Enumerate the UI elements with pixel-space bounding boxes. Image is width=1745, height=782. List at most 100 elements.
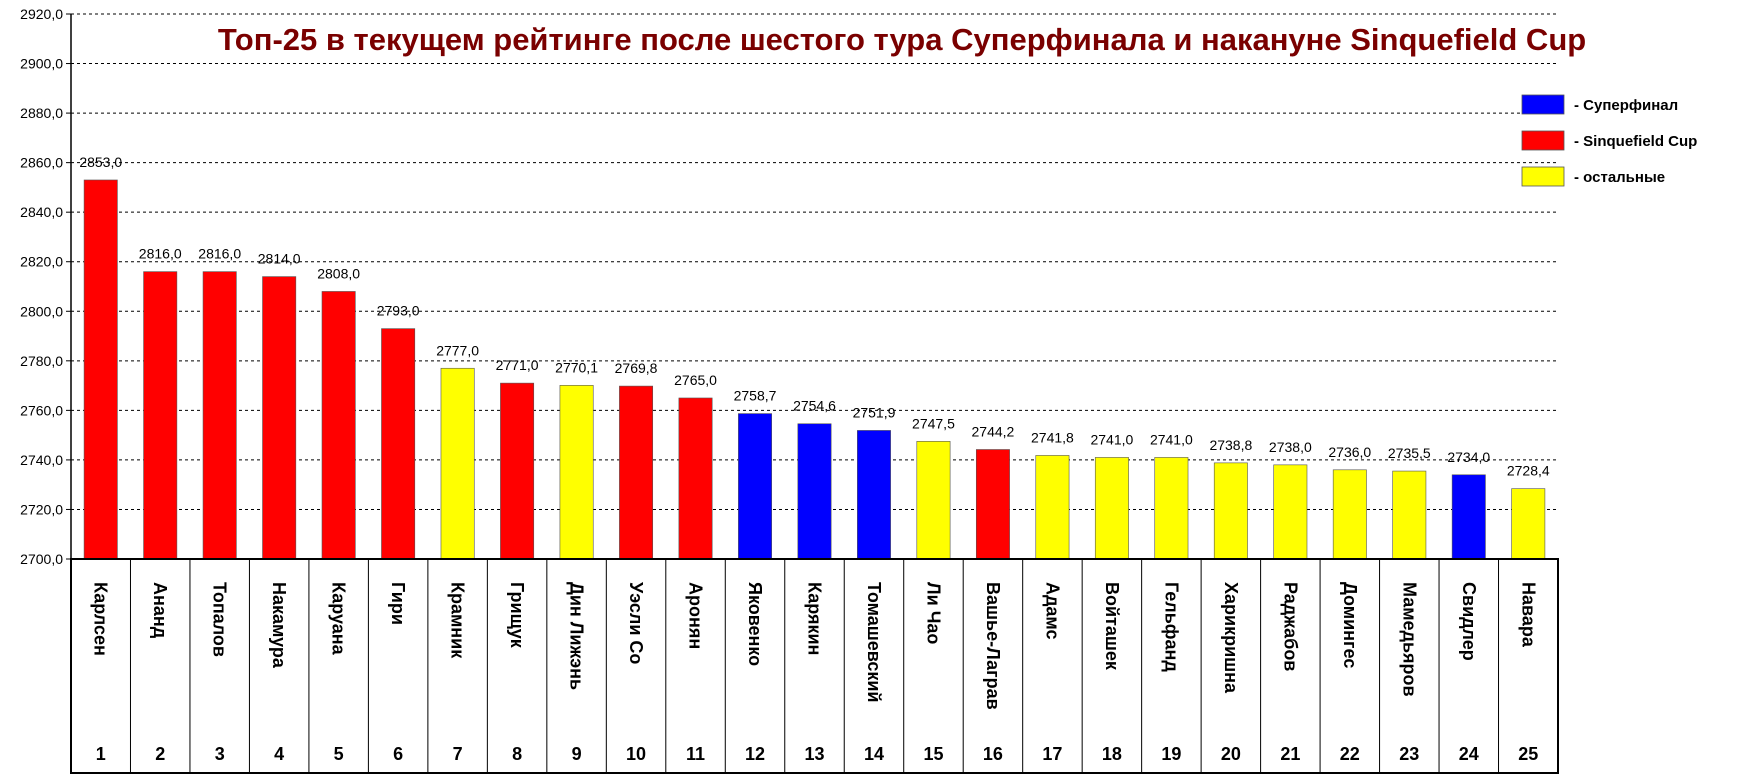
bar	[262, 276, 297, 560]
category-label: Дин Лижэнь	[567, 582, 587, 690]
y-tick-label: 2780,0	[20, 353, 63, 369]
category-label: Яковенко	[745, 582, 765, 666]
bar	[1451, 474, 1486, 560]
data-label: 2735,5	[1388, 445, 1431, 461]
category-label: Ананд	[150, 582, 170, 639]
rank-label: 20	[1221, 744, 1241, 764]
y-tick-label: 2920,0	[20, 6, 63, 22]
bar	[559, 385, 594, 560]
category-label: Вашье-Лаграв	[983, 582, 1003, 710]
bar	[857, 430, 891, 560]
data-label: 2747,5	[912, 415, 955, 431]
category-label: Карякин	[805, 582, 825, 655]
rank-label: 16	[983, 744, 1003, 764]
bar	[381, 328, 416, 560]
data-label: 2741,0	[1150, 431, 1193, 447]
rank-label: 2	[155, 744, 165, 764]
rank-label: 22	[1340, 744, 1360, 764]
legend-swatch	[1521, 166, 1565, 187]
y-tick-label: 2840,0	[20, 204, 63, 220]
y-tick-label: 2900,0	[20, 56, 63, 72]
rank-label: 3	[215, 744, 225, 764]
y-tick-label: 2740,0	[20, 452, 63, 468]
rank-label: 7	[453, 744, 463, 764]
category-label: Каруана	[329, 582, 349, 656]
category-label: Накамура	[269, 582, 289, 669]
data-label: 2853,0	[79, 154, 122, 170]
category-label: Свидлер	[1459, 582, 1479, 661]
bar	[202, 271, 237, 560]
data-label: 2769,8	[615, 360, 658, 376]
rank-label: 18	[1102, 744, 1122, 764]
category-label: Харикришна	[1221, 582, 1241, 694]
y-tick-label: 2820,0	[20, 254, 63, 270]
legend-swatch	[1521, 130, 1565, 151]
bar	[1094, 457, 1129, 560]
data-label: 2734,0	[1447, 449, 1490, 465]
rank-label: 1	[96, 744, 106, 764]
bar	[143, 271, 178, 560]
bar	[1154, 457, 1189, 560]
category-label: Уэсли Со	[626, 582, 646, 664]
rank-label: 25	[1518, 744, 1538, 764]
bar	[440, 367, 475, 560]
gridlines	[71, 13, 1558, 510]
data-label: 2738,0	[1269, 439, 1312, 455]
legend-swatch	[1521, 94, 1565, 115]
data-label: 2738,8	[1209, 437, 1252, 453]
data-label: 2793,0	[377, 303, 420, 319]
legend-label: - Суперфинал	[1574, 97, 1678, 114]
category-label: Карлсен	[91, 582, 111, 656]
bar	[1213, 462, 1248, 560]
rank-label: 15	[923, 744, 943, 764]
category-label: Гельфанд	[1161, 582, 1181, 672]
value-labels: 2853,0 2816,0 2816,0 2814,0 2808,0 2793,0 2777…	[79, 154, 1550, 479]
data-label: 2741,0	[1090, 431, 1133, 447]
data-label: 2765,0	[674, 372, 717, 388]
bar	[321, 291, 356, 560]
y-tick-label: 2880,0	[20, 105, 63, 121]
data-label: 2771,0	[496, 357, 539, 373]
bar	[975, 449, 1010, 560]
data-label: 2751,9	[853, 404, 896, 420]
bar	[797, 423, 832, 560]
category-label: Крамник	[448, 582, 468, 659]
category-label: Раджабов	[1280, 582, 1300, 671]
data-label: 2744,2	[972, 424, 1015, 440]
rank-label: 5	[334, 744, 344, 764]
category-label: Домингес	[1340, 582, 1360, 668]
rank-label: 4	[274, 744, 284, 764]
rank-label: 9	[572, 744, 582, 764]
chart-title: Топ-25 в текущем рейтинге после шестого …	[218, 22, 1586, 57]
rank-label: 10	[626, 744, 646, 764]
bar	[83, 179, 118, 560]
data-label: 2728,4	[1507, 463, 1550, 479]
data-label: 2816,0	[198, 246, 241, 262]
bar	[500, 382, 535, 560]
data-label: 2754,6	[793, 398, 836, 414]
legend-label: - Sinquefield Cup	[1574, 133, 1697, 150]
rank-label: 12	[745, 744, 765, 764]
data-label: 2814,0	[258, 251, 301, 267]
y-tick-label: 2720,0	[20, 501, 63, 517]
rank-label: 8	[512, 744, 522, 764]
bar	[1392, 470, 1427, 560]
rank-label: 23	[1399, 744, 1419, 764]
y-tick-label: 2760,0	[20, 402, 63, 418]
bar	[678, 397, 713, 560]
rank-label: 14	[864, 744, 884, 764]
category-label: Навара	[1518, 582, 1538, 648]
rank-label: 19	[1161, 744, 1181, 764]
rank-label: 11	[686, 744, 705, 764]
bar	[1511, 488, 1546, 560]
bar	[1035, 455, 1070, 560]
bar	[1332, 469, 1367, 560]
category-label: Ли Чао	[923, 582, 943, 644]
bar	[916, 441, 951, 560]
rank-label: 13	[804, 744, 824, 764]
data-label: 2741,8	[1031, 429, 1074, 445]
category-label: Томашевский	[864, 582, 884, 703]
category-label: Топалов	[210, 582, 230, 657]
table-border	[70, 558, 1559, 774]
